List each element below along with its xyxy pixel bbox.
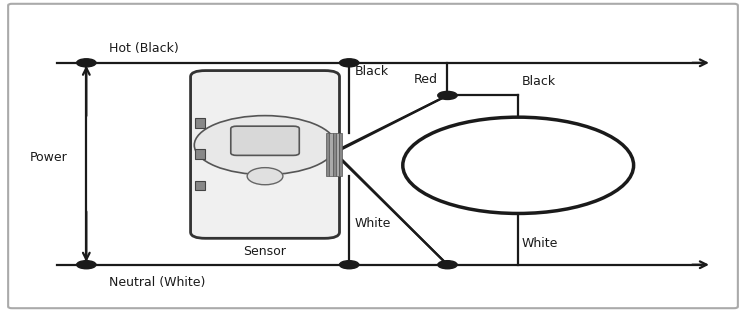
Bar xyxy=(195,149,205,159)
FancyBboxPatch shape xyxy=(336,133,339,176)
Bar xyxy=(195,181,205,191)
Text: Red: Red xyxy=(414,73,438,86)
Text: Sensor: Sensor xyxy=(244,245,286,257)
Text: Black: Black xyxy=(522,75,556,88)
FancyBboxPatch shape xyxy=(326,133,330,176)
Ellipse shape xyxy=(247,168,283,185)
Circle shape xyxy=(77,261,96,269)
Text: Black: Black xyxy=(354,65,389,78)
Text: Load: Load xyxy=(501,158,535,172)
FancyBboxPatch shape xyxy=(333,133,336,176)
Text: Power: Power xyxy=(31,151,68,164)
FancyBboxPatch shape xyxy=(231,126,299,155)
Text: White: White xyxy=(522,237,558,250)
FancyBboxPatch shape xyxy=(190,71,339,238)
Text: Neutral (White): Neutral (White) xyxy=(109,275,205,289)
Circle shape xyxy=(194,116,336,175)
FancyBboxPatch shape xyxy=(339,133,342,176)
Circle shape xyxy=(77,59,96,67)
Text: White: White xyxy=(354,217,391,230)
Circle shape xyxy=(339,59,359,67)
Text: Hot (Black): Hot (Black) xyxy=(109,42,178,55)
Bar xyxy=(195,119,205,128)
Circle shape xyxy=(403,117,633,213)
Circle shape xyxy=(438,91,457,100)
FancyBboxPatch shape xyxy=(8,4,738,308)
FancyBboxPatch shape xyxy=(330,133,333,176)
Circle shape xyxy=(438,261,457,269)
Circle shape xyxy=(339,261,359,269)
